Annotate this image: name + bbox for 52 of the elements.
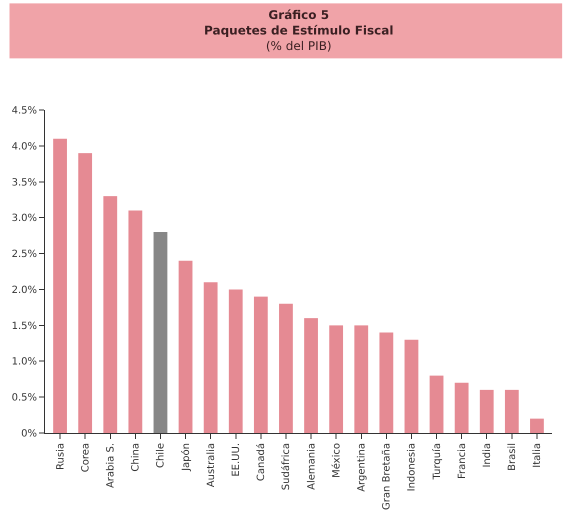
x-tick-label: Alemania xyxy=(306,443,318,490)
bar xyxy=(204,282,218,433)
bar xyxy=(329,325,344,433)
x-tick-label: Australia xyxy=(206,443,217,488)
y-tick-label: 0.5% xyxy=(12,392,37,404)
bar xyxy=(480,390,494,433)
y-tick-label: 4.5% xyxy=(12,106,37,116)
bar xyxy=(228,289,243,433)
x-tick-label: Brasil xyxy=(507,443,518,471)
y-tick-label: 2.0% xyxy=(12,284,37,296)
x-tick-label: Gran Bretaña xyxy=(382,443,393,510)
bar xyxy=(128,210,142,433)
y-tick-label: 1.5% xyxy=(12,320,37,332)
y-tick-label: 2.5% xyxy=(12,249,37,260)
x-tick-label: Indonesia xyxy=(406,443,418,492)
bar xyxy=(53,138,67,433)
x-tick-label: Italia xyxy=(532,443,544,468)
x-tick-label: Argentina xyxy=(356,443,368,492)
x-tick-label: Turquía xyxy=(432,443,443,480)
bar xyxy=(254,296,268,433)
bar xyxy=(379,332,394,433)
x-tick-label: Canadá xyxy=(256,443,268,482)
bar xyxy=(504,390,519,433)
bar xyxy=(178,260,192,433)
x-tick-label: México xyxy=(331,443,342,478)
bar xyxy=(454,382,469,433)
y-tick-label: 4.0% xyxy=(12,141,37,152)
x-tick-label: EE.UU. xyxy=(231,443,242,477)
x-tick-label: Chile xyxy=(156,443,167,468)
bar xyxy=(154,232,168,433)
x-tick-label: Sudáfrica xyxy=(281,443,292,490)
y-tick-label: 3.5% xyxy=(12,177,37,188)
bar xyxy=(78,153,92,433)
y-tick-label: 0% xyxy=(21,428,37,440)
x-tick-label: India xyxy=(482,443,493,468)
x-tick-label: Arabia S. xyxy=(106,443,117,488)
chart-title: Gráfico 5 Paquetes de Estímulo Fiscal xyxy=(204,8,394,38)
bar xyxy=(279,304,293,433)
bar xyxy=(103,196,118,433)
bar xyxy=(304,318,318,433)
x-tick-label: Rusia xyxy=(55,443,66,470)
x-tick-label: China xyxy=(130,443,142,472)
bar xyxy=(530,418,544,433)
y-tick-label: 1.0% xyxy=(12,356,37,368)
bar xyxy=(404,340,418,433)
y-tick-label: 3.0% xyxy=(12,213,37,224)
x-tick-label: Corea xyxy=(80,443,92,472)
chart-subtitle: (% del PIB) xyxy=(266,39,332,54)
bar xyxy=(430,376,444,433)
x-tick-label: Japón xyxy=(180,443,192,472)
bar xyxy=(354,325,368,433)
x-tick-label: Francia xyxy=(456,443,468,480)
